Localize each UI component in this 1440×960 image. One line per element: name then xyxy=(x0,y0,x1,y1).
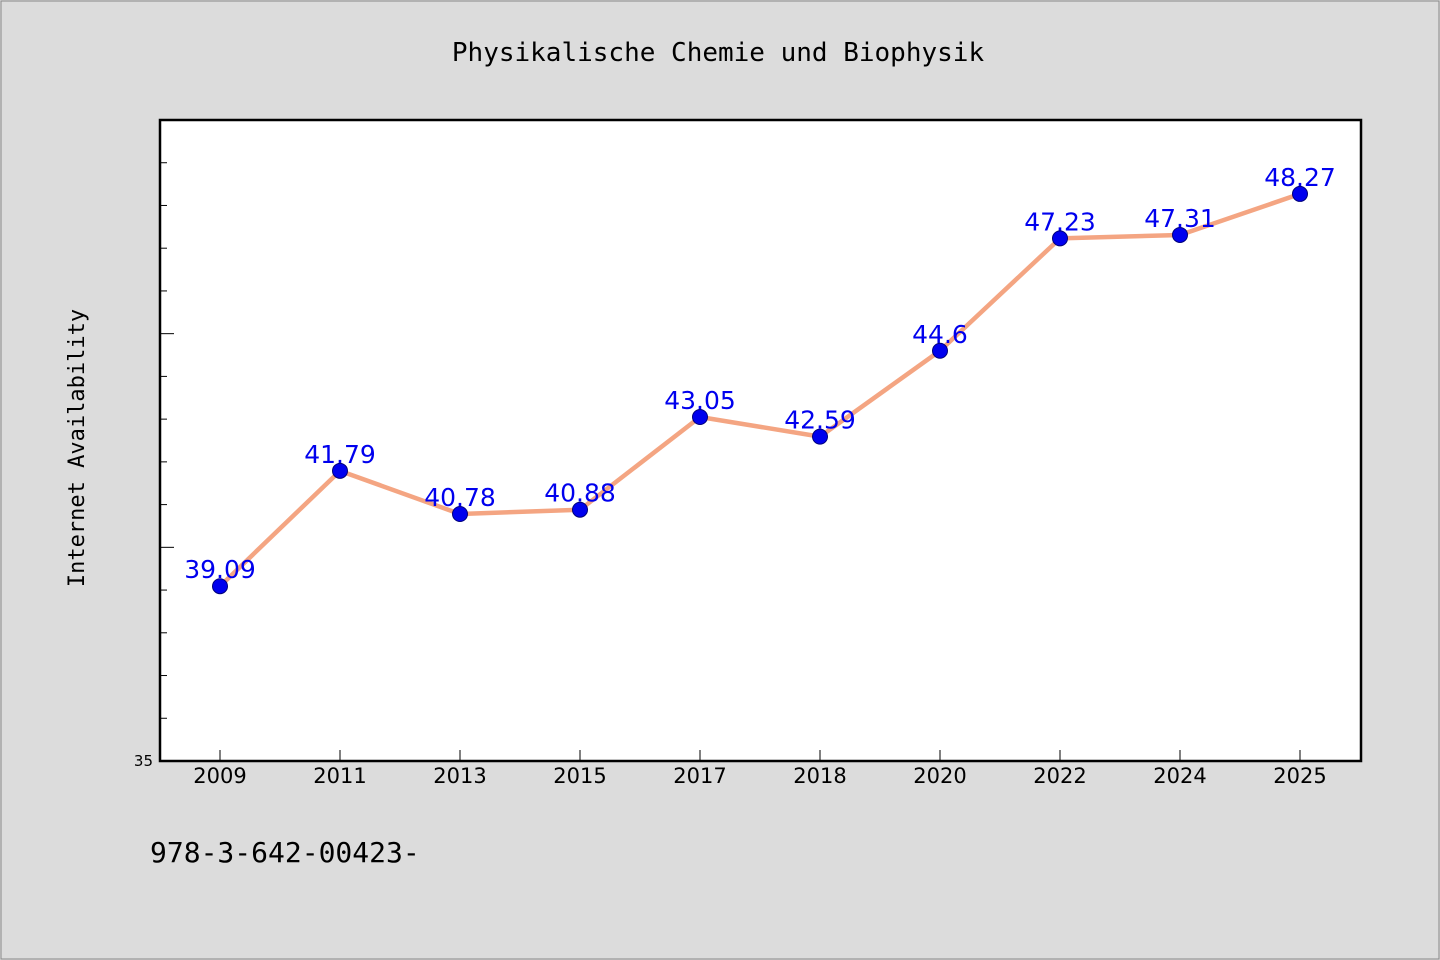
isbn-footnote: 978-3-642-00423- xyxy=(150,836,420,869)
data-point xyxy=(812,428,828,445)
data-point xyxy=(332,462,348,479)
data-point xyxy=(1172,226,1188,243)
series-line xyxy=(217,191,1303,589)
x-axis-tick-labels: 2009 2011 2013 2015 2017 2018 2020 2022 2024 2025 xyxy=(193,764,1326,788)
x-axis-ticks xyxy=(219,750,1301,761)
data-point xyxy=(572,501,588,518)
y-axis-ticks xyxy=(160,162,174,719)
y-axis-label: Internet Availability xyxy=(65,309,90,587)
series-line-group xyxy=(217,191,1303,589)
plot-area xyxy=(158,118,1363,763)
data-point xyxy=(212,578,228,595)
x-tick-label: 2015 xyxy=(553,764,606,788)
x-tick-label: 2022 xyxy=(1033,764,1086,788)
data-point xyxy=(932,342,948,359)
chart-title: Physikalische Chemie und Biophysik xyxy=(452,38,985,68)
data-markers xyxy=(212,185,1308,595)
x-tick-label: 2018 xyxy=(793,764,846,788)
data-point xyxy=(1052,230,1068,247)
data-point xyxy=(1292,185,1308,202)
data-point xyxy=(452,506,468,523)
x-tick-label: 2020 xyxy=(913,764,966,788)
x-tick-label: 2025 xyxy=(1273,764,1326,788)
x-tick-label: 2009 xyxy=(193,764,246,788)
data-point xyxy=(692,408,708,425)
x-tick-label: 2024 xyxy=(1153,764,1206,788)
y-tick-label-min: 35 xyxy=(134,752,153,770)
x-tick-label: 2011 xyxy=(313,764,366,788)
x-tick-label: 2017 xyxy=(673,764,726,788)
x-tick-label: 2013 xyxy=(433,764,486,788)
